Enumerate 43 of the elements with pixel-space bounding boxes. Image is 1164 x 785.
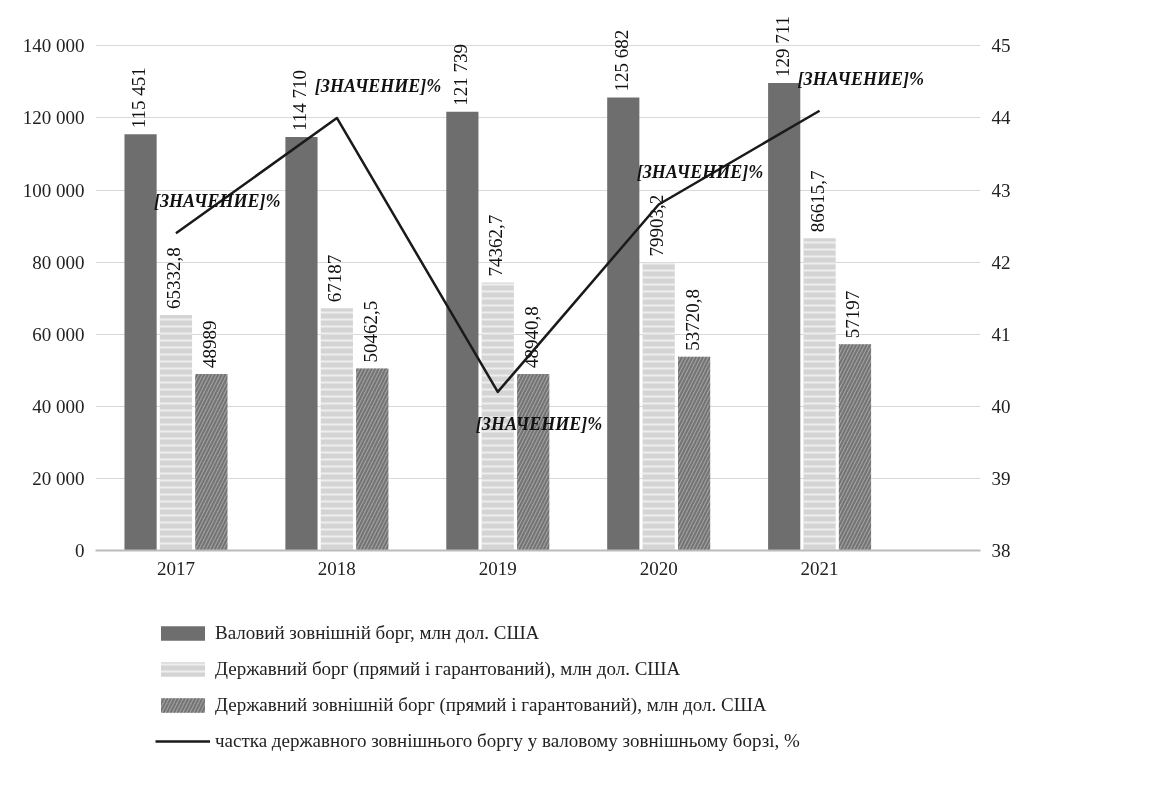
y-tick-label: 80 000 bbox=[32, 251, 85, 273]
data-label: [ЗНАЧЕНИЕ]% bbox=[314, 75, 442, 96]
data-label: 65332,8 bbox=[163, 247, 185, 310]
x-tick-label: 2017 bbox=[156, 557, 195, 579]
y-tick-label: 0 bbox=[75, 540, 85, 561]
legend-label: Державний борг (прямий і гарантований), млн дол. США bbox=[215, 658, 681, 680]
y-tick-label: 60 000 bbox=[32, 323, 85, 345]
data-label: 125 682 bbox=[610, 29, 632, 92]
data-label: [ЗНАЧЕНИЕ]% bbox=[797, 68, 925, 89]
data-label: 74362,7 bbox=[485, 214, 507, 277]
y2-tick-label: 38 bbox=[991, 540, 1011, 561]
data-label: 79903,2 bbox=[646, 194, 668, 257]
x-tick-label: 2021 bbox=[800, 557, 839, 579]
y2-tick-label: 39 bbox=[991, 467, 1011, 489]
y2-tick-label: 41 bbox=[991, 323, 1011, 345]
bar bbox=[285, 137, 318, 551]
x-tick-label: 2019 bbox=[478, 557, 517, 579]
data-label: 129 711 bbox=[771, 15, 793, 77]
data-label: 57197 bbox=[842, 290, 864, 339]
legend-label: Валовий зовнішній борг, млн дол. США bbox=[215, 622, 540, 644]
data-label: 121 739 bbox=[449, 43, 471, 106]
y2-tick-label: 44 bbox=[991, 107, 1011, 129]
y-tick-label: 20 000 bbox=[32, 467, 85, 489]
data-label: 114 710 bbox=[288, 69, 310, 132]
y-tick-label: 100 000 bbox=[22, 179, 85, 201]
x-tick-label: 2018 bbox=[317, 557, 356, 579]
y2-tick-label: 43 bbox=[991, 179, 1011, 201]
data-label: 50462,5 bbox=[359, 300, 381, 363]
legend-label: частка державного зовнішнього боргу у валовому зовнішньому борзі, % bbox=[215, 730, 800, 752]
y2-tick-label: 42 bbox=[991, 251, 1011, 273]
data-label: 53720,8 bbox=[681, 289, 703, 351]
x-tick-label: 2020 bbox=[639, 557, 678, 579]
y-tick-label: 140 000 bbox=[22, 35, 85, 57]
data-label: 48940,8 bbox=[520, 306, 542, 369]
data-label: 115 451 bbox=[128, 67, 150, 129]
y-tick-label: 120 000 bbox=[22, 107, 85, 129]
data-label: 48989 bbox=[198, 320, 220, 368]
y2-tick-label: 40 bbox=[991, 395, 1011, 417]
y-tick-label: 40 000 bbox=[32, 395, 85, 417]
data-label: 86615,7 bbox=[807, 170, 829, 233]
y2-tick-label: 45 bbox=[991, 35, 1011, 57]
legend-label: Державний зовнішній борг (прямий і гарантований), млн дол. США bbox=[215, 694, 767, 716]
data-label: 67187 bbox=[324, 254, 346, 303]
